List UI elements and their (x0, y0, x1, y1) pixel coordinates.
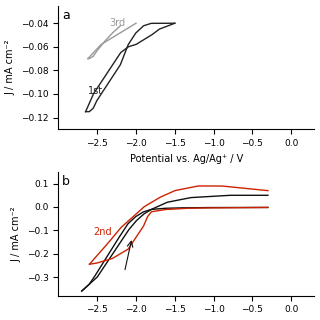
X-axis label: Potential vs. Ag/Ag⁺ / V: Potential vs. Ag/Ag⁺ / V (130, 154, 243, 164)
Text: b: b (62, 175, 70, 188)
Text: 3rd: 3rd (109, 18, 125, 28)
Y-axis label: J / mA cm⁻²: J / mA cm⁻² (11, 206, 21, 261)
Y-axis label: J / mA cm⁻²: J / mA cm⁻² (5, 40, 16, 95)
Text: 1st: 1st (88, 86, 103, 96)
Text: a: a (62, 9, 70, 22)
Text: 2nd: 2nd (93, 227, 112, 237)
